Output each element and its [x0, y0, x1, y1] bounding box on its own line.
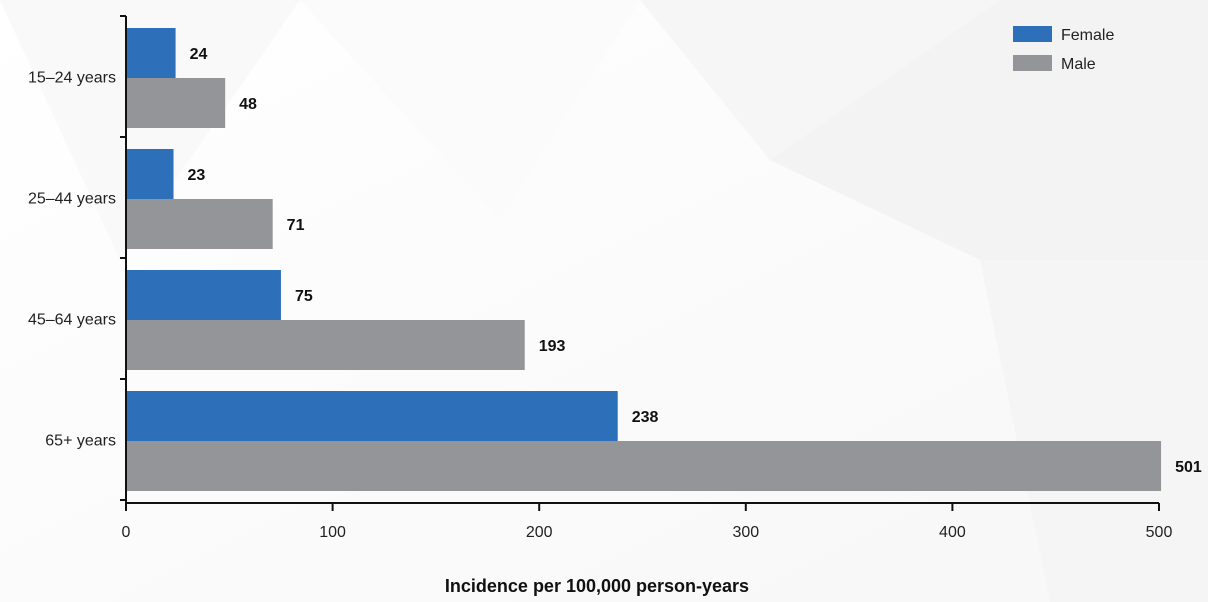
- legend: Female Male: [1013, 26, 1114, 73]
- category-label: 25–44 years: [28, 191, 116, 208]
- bar-female-1: [126, 28, 176, 78]
- bar-female-2: [126, 149, 174, 199]
- value-label-male-1: 48: [239, 96, 257, 113]
- x-tick-label: 500: [1146, 524, 1173, 541]
- category-label: 15–24 years: [28, 70, 116, 87]
- value-label-male-4: 501: [1175, 459, 1202, 476]
- bar-female-3: [126, 270, 281, 320]
- x-tick-label: 200: [526, 524, 553, 541]
- bar-male-2: [126, 199, 273, 249]
- bar-male-3: [126, 320, 525, 370]
- x-axis-title: Incidence per 100,000 person-years: [445, 576, 749, 596]
- legend-swatch-female: [1013, 26, 1052, 42]
- x-tick-label: 400: [939, 524, 966, 541]
- bar-male-1: [126, 78, 226, 128]
- bar-male-4: [126, 441, 1162, 491]
- value-label-female-4: 238: [632, 409, 659, 426]
- value-label-male-2: 71: [287, 217, 305, 234]
- plot-area: 24 48 15–24 years 23 71 25–44 years 75 193 45–64…: [28, 15, 1202, 541]
- legend-label-male: Male: [1061, 56, 1096, 73]
- legend-label-female: Female: [1061, 27, 1114, 44]
- value-label-female-2: 23: [188, 167, 206, 184]
- value-label-female-1: 24: [190, 46, 208, 63]
- legend-swatch-male: [1013, 55, 1052, 71]
- category-label: 65+ years: [45, 433, 116, 450]
- x-tick-label: 0: [122, 524, 131, 541]
- x-tick-label: 100: [319, 524, 346, 541]
- x-tick-label: 300: [732, 524, 759, 541]
- category-label: 45–64 years: [28, 312, 116, 329]
- value-label-female-3: 75: [295, 288, 313, 305]
- bar-female-4: [126, 391, 618, 441]
- value-label-male-3: 193: [539, 338, 566, 355]
